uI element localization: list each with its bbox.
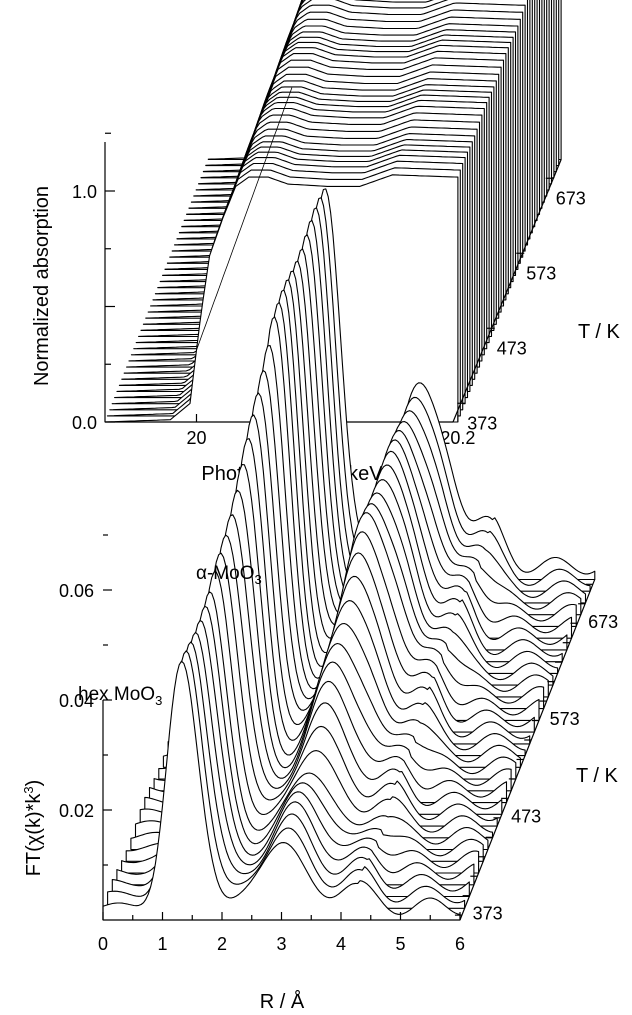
xanes-x-tick-label-2: 20.2	[440, 428, 475, 448]
ft-y-tick-label-0: 0.02	[59, 801, 94, 821]
ft-x-axis-title: R / Å	[260, 990, 305, 1013]
ft-y-axis-title-sup: 3	[21, 786, 36, 793]
ft-panel: 0.02 0.04 0.06 0 1 2 3 4 5 6 373 473 573 673 R / Å FT…	[21, 188, 619, 1013]
xanes-y-tick-label-1: 1.0	[72, 182, 97, 202]
xanes-edge-spine-line	[196, 87, 293, 351]
annotation-alpha-moo3: α-MoO3	[196, 563, 262, 587]
xanes-traces	[104, 0, 562, 423]
ft-z-tick-label-2: 573	[550, 709, 580, 729]
xanes-z-axis	[452, 159, 562, 423]
ft-y-tick-label-1: 0.04	[59, 691, 94, 711]
xanes-z-axis-title: T / K	[578, 321, 621, 343]
xanes-z-tick-label-2: 573	[526, 263, 556, 283]
ft-y-axis-title-end: )	[23, 780, 45, 787]
annotation-hex-moo3-sub: 3	[155, 693, 162, 708]
xanes-x-tick-label-0: 20	[186, 428, 206, 448]
ft-x-tick-label-4: 4	[336, 934, 346, 954]
annotation-hex-moo3: hex MoO3	[78, 684, 162, 708]
annotation-alpha-moo3-sub: 3	[254, 572, 261, 587]
ft-z-axis-title: T / K	[576, 765, 619, 787]
ft-z-tick-label-3: 673	[588, 612, 618, 632]
xanes-z-tick-label-3: 673	[556, 188, 586, 208]
ft-x-tick-label-0: 0	[98, 934, 108, 954]
xanes-y-axis-title: Normalized absorption	[31, 186, 53, 386]
ft-x-tick-label-1: 1	[157, 934, 167, 954]
annotation-alpha-moo3-main: α-MoO	[196, 563, 254, 584]
ft-axes	[102, 534, 596, 921]
annotation-hex-moo3-main: hex MoO	[78, 684, 155, 705]
xanes-z-tick-label-1: 473	[497, 338, 527, 358]
ft-trace-1	[102, 660, 461, 921]
ft-x-tick-label-6: 6	[455, 934, 465, 954]
xanes-y-tick-label-0: 0.0	[72, 413, 97, 433]
ft-z-tick-label-0: 373	[473, 904, 503, 924]
ft-y-axis-title-main: FT(χ(k)*k	[23, 793, 45, 877]
ft-x-tick-label-2: 2	[217, 934, 227, 954]
ft-x-tick-label-3: 3	[276, 934, 286, 954]
xanes-z-tick-label-0: 373	[467, 413, 497, 433]
ft-labels: 0.02 0.04 0.06 0 1 2 3 4 5 6 373 473 573 673	[59, 581, 618, 954]
ft-y-axis-title: FT(χ(k)*k3)	[21, 780, 45, 877]
xanes-edge-spine	[196, 87, 293, 351]
ft-y-tick-label-2: 0.06	[59, 581, 94, 601]
ft-z-axis	[459, 579, 596, 921]
ft-x-tick-label-5: 5	[395, 934, 405, 954]
ft-z-tick-label-1: 473	[511, 806, 541, 826]
ft-traces	[102, 188, 596, 921]
